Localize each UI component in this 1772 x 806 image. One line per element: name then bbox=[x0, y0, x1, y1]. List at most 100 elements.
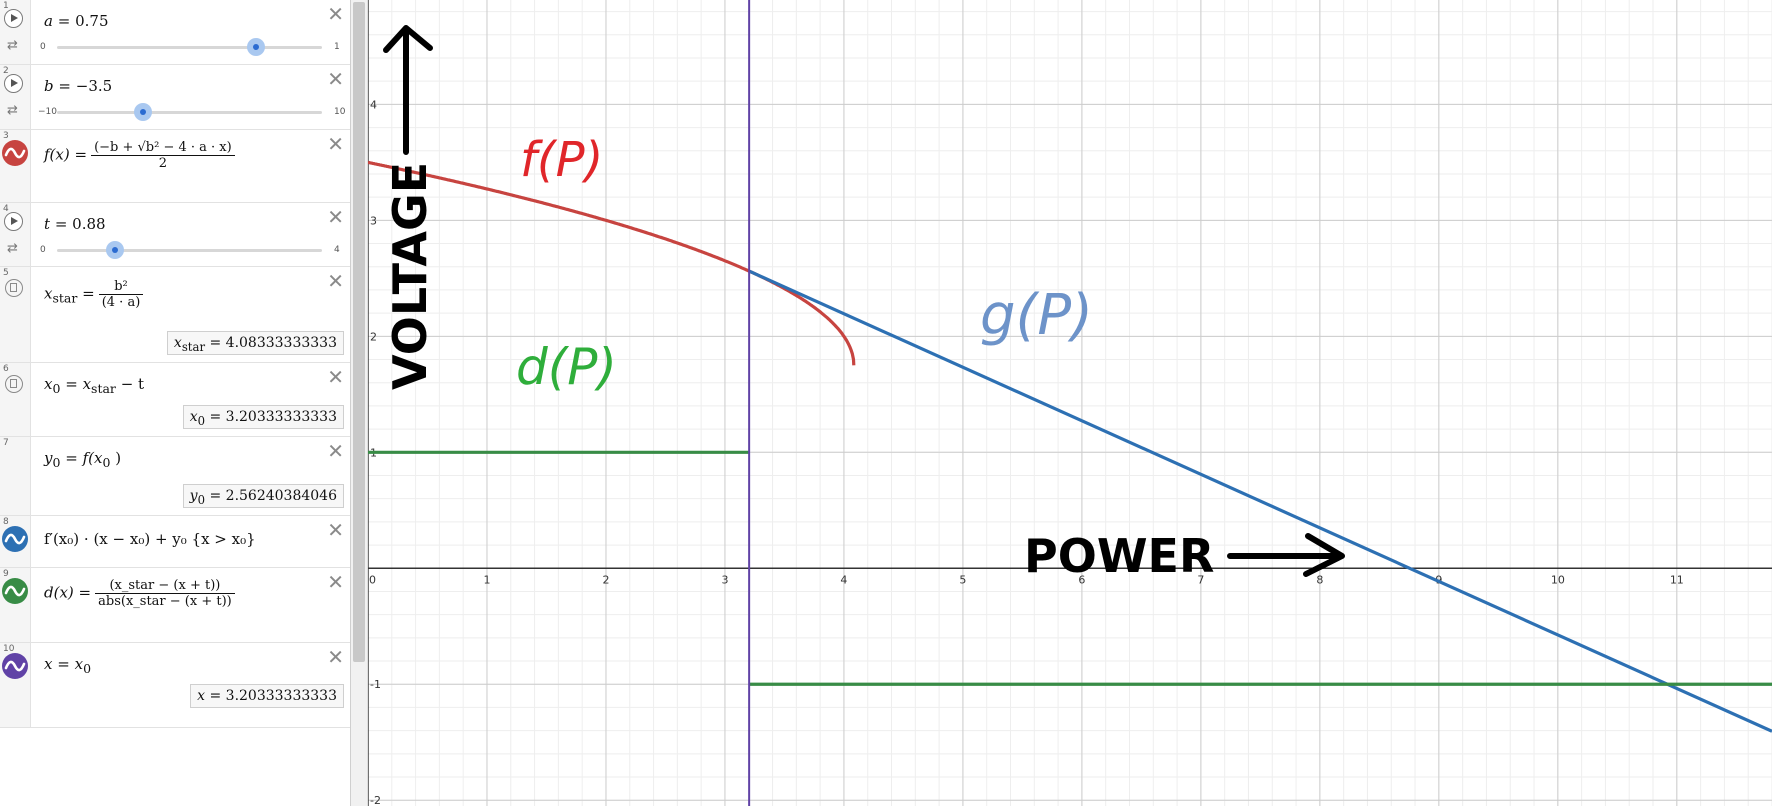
graph-toggle-icon[interactable] bbox=[2, 653, 28, 679]
expression-row[interactable]: 4 ⇄ ✕ t = 0.88 0 4 bbox=[0, 203, 350, 267]
evaluation-box: y0 = 2.56240384046 bbox=[182, 484, 344, 508]
delete-expression-icon[interactable]: ✕ bbox=[327, 570, 344, 594]
delete-expression-icon[interactable]: ✕ bbox=[327, 205, 344, 229]
equals-sign: = bbox=[74, 145, 88, 164]
slider-track[interactable] bbox=[57, 111, 322, 114]
table-icon[interactable] bbox=[5, 375, 23, 393]
expression-row[interactable]: 8 ✕ f′(x₀) · (x − x₀) + y₀ {x > x₀} bbox=[0, 516, 350, 568]
x-tick-label: 5 bbox=[959, 573, 966, 586]
slider-value: −3.5 bbox=[75, 77, 113, 95]
expression-formula[interactable]: x0 = xstar − t bbox=[44, 375, 144, 396]
expression-formula[interactable]: t = 0.88 bbox=[44, 215, 106, 233]
slider-handle[interactable] bbox=[106, 241, 125, 259]
series-line-g bbox=[748, 269, 1772, 733]
eval-equals: = bbox=[209, 409, 222, 425]
power-arrow bbox=[1227, 533, 1345, 577]
expression-number: 9 bbox=[3, 569, 9, 579]
slider-loop-icon[interactable]: ⇄ bbox=[7, 241, 18, 256]
equals-sign: = bbox=[82, 284, 95, 303]
evaluation-box: x = 3.20333333333 bbox=[190, 684, 344, 708]
expression-formula[interactable]: x = x0 bbox=[44, 655, 91, 676]
equals-sign: = bbox=[78, 583, 92, 602]
y-tick-label: 2 bbox=[370, 330, 377, 343]
variable-name: x bbox=[44, 284, 53, 303]
eval-equals: = bbox=[209, 488, 222, 504]
voltage-annotation: VOLTAGE bbox=[383, 162, 437, 390]
expression-formula[interactable]: d(x) = (x_star − (x + t)) abs(x_star − (x … bbox=[44, 578, 239, 609]
expression-row[interactable]: 1 ⇄ ✕ a = 0.75 0 1 bbox=[0, 0, 350, 65]
g-curve-label: g(P) bbox=[980, 283, 1093, 348]
graph-toggle-icon[interactable] bbox=[2, 578, 28, 604]
variable-name: b bbox=[44, 77, 54, 95]
eval-value: 3.20333333333 bbox=[225, 688, 337, 704]
function-name: d(x) bbox=[44, 583, 74, 602]
formula-text: f′(x₀) · (x − x₀) + y₀ {x > x₀} bbox=[44, 530, 256, 548]
eval-variable: x bbox=[189, 409, 198, 425]
x-tick-label: 10 bbox=[1551, 573, 1565, 586]
slider-loop-icon[interactable]: ⇄ bbox=[7, 38, 18, 53]
expression-row[interactable]: 6 ✕ x0 = xstar − t x0 = 3.20333333333 bbox=[0, 363, 350, 437]
graph-canvas[interactable]: 01234567891011-2-11234VOLTAGEPOWERf(P)g(… bbox=[368, 0, 1772, 806]
slider-handle[interactable] bbox=[246, 38, 265, 56]
x-tick-label: 1 bbox=[483, 573, 490, 586]
graph-toggle-icon[interactable] bbox=[2, 526, 28, 552]
slider-track[interactable] bbox=[57, 249, 322, 252]
delete-expression-icon[interactable]: ✕ bbox=[327, 518, 344, 542]
eval-subscript: 0 bbox=[197, 413, 206, 428]
expression-row[interactable]: 10 ✕ x = x0 x = 3.20333333333 bbox=[0, 643, 350, 728]
equals-sign: = bbox=[58, 77, 71, 95]
expression-row[interactable]: 7 ✕ y0 = f(x0 ) y0 = 2.56240384046 bbox=[0, 437, 350, 516]
expression-formula[interactable]: f(x) = (−b + √b² − 4 · a · x) 2 bbox=[44, 140, 239, 171]
table-icon[interactable] bbox=[5, 279, 23, 297]
play-slider-icon[interactable] bbox=[4, 9, 23, 28]
expression-gutter: 1 ⇄ bbox=[0, 0, 31, 64]
delete-expression-icon[interactable]: ✕ bbox=[327, 645, 344, 669]
delete-expression-icon[interactable]: ✕ bbox=[327, 132, 344, 156]
expression-row[interactable]: 2 ⇄ ✕ b = −3.5 −10 10 bbox=[0, 65, 350, 130]
scrollbar-thumb[interactable] bbox=[353, 2, 365, 662]
slider-loop-icon[interactable]: ⇄ bbox=[7, 103, 18, 118]
slider-max-label: 10 bbox=[334, 107, 346, 117]
rhs-tail: − t bbox=[120, 375, 145, 393]
x-tick-label: 2 bbox=[602, 573, 609, 586]
expression-gutter: 7 bbox=[0, 437, 31, 515]
fraction-numerator: (−b + √b² − 4 · a · x) bbox=[91, 140, 235, 156]
expression-row[interactable]: 5 ✕ xstar = b² (4 · a) xstar = 4.08333333333 bbox=[0, 267, 350, 363]
expression-number: 7 bbox=[3, 438, 9, 448]
slider-track[interactable] bbox=[57, 46, 322, 49]
x-tick-label: 8 bbox=[1316, 573, 1323, 586]
y-tick-label: -1 bbox=[370, 678, 381, 691]
expression-list-scrollbar[interactable] bbox=[351, 0, 368, 806]
fraction-denominator: abs(x_star − (x + t)) bbox=[98, 594, 232, 609]
slider-handle[interactable] bbox=[134, 103, 153, 121]
expression-number: 3 bbox=[3, 131, 9, 141]
variable-name: x bbox=[44, 375, 53, 393]
expression-row[interactable]: 3 ✕ f(x) = (−b + √b² − 4 · a · x) 2 bbox=[0, 130, 350, 203]
rhs-variable: x bbox=[74, 655, 84, 673]
expression-gutter: 10 bbox=[0, 643, 31, 727]
expression-number: 8 bbox=[3, 517, 9, 527]
delete-expression-icon[interactable]: ✕ bbox=[327, 365, 344, 389]
series-line-f bbox=[368, 160, 856, 366]
play-slider-icon[interactable] bbox=[4, 212, 23, 231]
y-tick-label: -2 bbox=[370, 794, 381, 806]
function-name: f(x) bbox=[44, 145, 70, 164]
expression-formula[interactable]: b = −3.5 bbox=[44, 77, 112, 95]
evaluation-box: x0 = 3.20333333333 bbox=[182, 405, 344, 429]
fraction: (−b + √b² − 4 · a · x) 2 bbox=[91, 140, 235, 171]
equals-sign: = bbox=[57, 12, 71, 30]
delete-expression-icon[interactable]: ✕ bbox=[327, 269, 344, 293]
expression-formula[interactable]: f′(x₀) · (x − x₀) + y₀ {x > x₀} bbox=[44, 530, 256, 548]
delete-expression-icon[interactable]: ✕ bbox=[327, 439, 344, 463]
graph-toggle-icon[interactable] bbox=[2, 140, 28, 166]
expression-formula[interactable]: a = 0.75 bbox=[44, 12, 109, 30]
eval-subscript: star bbox=[181, 339, 206, 354]
play-slider-icon[interactable] bbox=[4, 74, 23, 93]
delete-expression-icon[interactable]: ✕ bbox=[327, 2, 344, 26]
variable-subscript: star bbox=[52, 290, 78, 306]
expression-row[interactable]: 9 ✕ d(x) = (x_star − (x + t)) abs(x_star − (… bbox=[0, 568, 350, 643]
expression-formula[interactable]: xstar = b² (4 · a) bbox=[44, 279, 147, 310]
expression-formula[interactable]: y0 = f(x0 ) bbox=[44, 449, 121, 470]
delete-expression-icon[interactable]: ✕ bbox=[327, 67, 344, 91]
variable-subscript: 0 bbox=[52, 455, 61, 470]
